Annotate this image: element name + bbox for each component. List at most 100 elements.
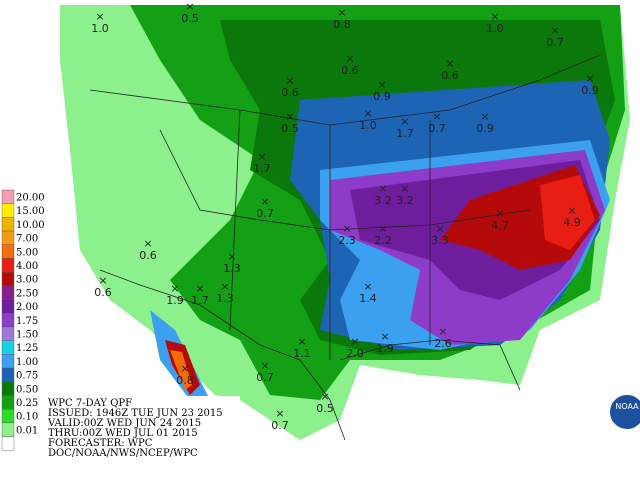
legend-swatch [1, 436, 15, 451]
legend-swatch [1, 272, 15, 287]
legend-swatch [1, 299, 15, 314]
legend-swatch [1, 340, 15, 355]
info-line: THRU:00Z WED JUL 01 2015 [48, 428, 198, 439]
legend-swatch [1, 244, 15, 259]
legend-swatch [1, 422, 15, 437]
boundaries [89, 54, 601, 441]
point-value: 4.7 [491, 219, 509, 232]
point-marker: × [220, 280, 229, 293]
legend-swatch [1, 230, 15, 246]
legend-label: 1.00 [16, 357, 38, 368]
point-value: 3.2 [374, 194, 392, 207]
point-marker: × [337, 6, 346, 19]
legend-swatch [1, 354, 15, 369]
point-marker: × [285, 74, 294, 87]
point-marker: × [180, 362, 189, 375]
point-value: 0.6 [139, 249, 157, 262]
info-line: VALID:00Z WED JUN 24 2015 [47, 418, 201, 429]
point-marker: × [227, 250, 236, 263]
point-marker: × [438, 325, 447, 338]
point-marker: × [185, 0, 194, 13]
point-marker: × [435, 222, 444, 235]
point-value: 0.9 [476, 122, 494, 135]
point-marker: × [567, 204, 576, 217]
legend-label: 1.25 [16, 343, 38, 354]
point-marker: × [345, 52, 354, 65]
point-value: 2.6 [434, 337, 452, 350]
point-value: 0.7 [256, 207, 274, 220]
legend-label: 20.00 [16, 193, 45, 204]
point-marker: × [260, 195, 269, 208]
point-marker: × [285, 110, 294, 123]
info-line: DOC/NOAA/NWS/NCEP/WPC [48, 448, 198, 459]
point-marker: × [95, 10, 104, 23]
legend-swatch [1, 189, 15, 204]
point-marker: × [380, 330, 389, 343]
point-value: 0.6 [341, 64, 359, 77]
point-value: 0.5 [181, 12, 199, 25]
info-line: ISSUED: 1946Z TUE JUN 23 2015 [48, 408, 223, 419]
point-value: 1.9 [166, 294, 184, 307]
legend-swatch [1, 381, 15, 396]
point-marker: × [342, 222, 351, 235]
point-value: 1.9 [376, 342, 394, 355]
point-value: 0.7 [271, 419, 289, 432]
point-value: 1.7 [253, 162, 271, 175]
point-value: 0.7 [428, 122, 446, 135]
legend-label: 3.00 [16, 275, 38, 286]
legend-swatch [1, 285, 15, 300]
legend-label: 4.00 [16, 261, 38, 272]
point-value: 4.9 [563, 216, 581, 229]
point-value: 2.3 [338, 234, 356, 247]
legend-swatch [1, 217, 15, 232]
legend-swatch [1, 409, 15, 424]
point-value: 3.3 [431, 234, 449, 247]
point-marker: × [260, 359, 269, 372]
point-value: 0.5 [281, 122, 299, 135]
shading [60, 5, 630, 440]
legend-swatch [1, 367, 15, 383]
point-value: 0.9 [581, 84, 599, 97]
point-value: 0.6 [94, 286, 112, 299]
point-marker: × [445, 57, 454, 70]
legend-swatch [1, 395, 15, 410]
legend-label: 10.00 [16, 220, 45, 231]
point-value: 1.0 [359, 119, 377, 132]
point-value: 0.6 [441, 69, 459, 82]
point-value: 1.1 [293, 347, 311, 360]
point-marker: × [297, 335, 306, 348]
legend-swatch [1, 326, 15, 341]
point-marker: × [363, 107, 372, 120]
point-value: 1.0 [486, 22, 504, 35]
legend-label: 1.50 [16, 330, 38, 341]
point-value: 2.0 [346, 347, 364, 360]
point-value: 1.0 [91, 22, 109, 35]
point-marker: × [363, 280, 372, 293]
legend-label: 7.00 [16, 234, 38, 245]
point-value: 1.3 [216, 292, 234, 305]
legend-label: 2.50 [16, 288, 38, 299]
point-marker: × [378, 222, 387, 235]
point-marker: × [585, 72, 594, 85]
legend-label: 2.00 [16, 302, 38, 313]
legend-swatch [1, 258, 15, 273]
legend-swatch [1, 203, 15, 218]
point-marker: × [550, 24, 559, 37]
point-marker: × [432, 110, 441, 123]
point-value: 0.7 [546, 36, 564, 49]
point-marker: × [257, 150, 266, 163]
point-marker: × [195, 282, 204, 295]
point-value: 1.7 [396, 127, 414, 140]
point-value: 0.6 [281, 86, 299, 99]
point-marker: × [350, 335, 359, 348]
legend-label: 0.50 [16, 384, 38, 395]
point-value: 0.9 [373, 90, 391, 103]
legend-label: 5.00 [16, 247, 38, 258]
legend-label: 0.10 [16, 412, 38, 423]
point-marker: × [377, 78, 386, 91]
point-value: 3.2 [396, 194, 414, 207]
info-line: WPC 7-DAY QPF [48, 398, 132, 409]
point-marker: × [170, 282, 179, 295]
point-value: 0.5 [316, 402, 334, 415]
